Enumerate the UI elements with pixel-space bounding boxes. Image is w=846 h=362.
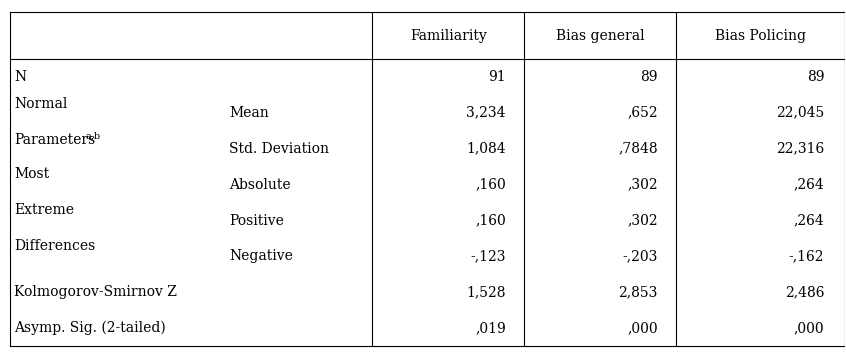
Text: ,302: ,302: [627, 178, 657, 191]
Text: 89: 89: [807, 70, 824, 84]
Text: 2,486: 2,486: [785, 285, 824, 299]
Text: ,652: ,652: [627, 106, 657, 120]
Text: Normal: Normal: [14, 97, 68, 111]
Text: Absolute: Absolute: [229, 178, 291, 191]
Text: 2,853: 2,853: [618, 285, 657, 299]
Text: -,123: -,123: [470, 249, 506, 264]
Text: Bias general: Bias general: [556, 29, 645, 42]
Text: -,162: -,162: [788, 249, 824, 264]
Text: Most: Most: [14, 167, 49, 181]
Text: 1,528: 1,528: [466, 285, 506, 299]
Text: Extreme: Extreme: [14, 203, 74, 217]
Text: Negative: Negative: [229, 249, 293, 264]
Text: a,b: a,b: [85, 132, 101, 140]
Text: Bias Policing: Bias Policing: [715, 29, 805, 42]
Text: ,000: ,000: [794, 321, 824, 335]
Text: Std. Deviation: Std. Deviation: [229, 142, 329, 156]
Text: 89: 89: [640, 70, 657, 84]
Text: 91: 91: [488, 70, 506, 84]
Text: 22,316: 22,316: [776, 142, 824, 156]
Text: Kolmogorov-Smirnov Z: Kolmogorov-Smirnov Z: [14, 285, 177, 299]
Text: 22,045: 22,045: [776, 106, 824, 120]
Text: ,264: ,264: [794, 178, 824, 191]
Text: Familiarity: Familiarity: [410, 29, 486, 42]
Text: Positive: Positive: [229, 214, 284, 227]
Text: Asymp. Sig. (2-tailed): Asymp. Sig. (2-tailed): [14, 321, 166, 336]
Text: ,264: ,264: [794, 214, 824, 227]
Text: ,160: ,160: [475, 178, 506, 191]
Text: ,7848: ,7848: [618, 142, 657, 156]
Text: Parameters: Parameters: [14, 133, 96, 147]
Text: 1,084: 1,084: [466, 142, 506, 156]
Text: N: N: [14, 70, 26, 84]
Text: 3,234: 3,234: [466, 106, 506, 120]
Text: Differences: Differences: [14, 239, 96, 253]
Text: ,019: ,019: [475, 321, 506, 335]
Text: ,160: ,160: [475, 214, 506, 227]
Text: ,302: ,302: [627, 214, 657, 227]
Text: Mean: Mean: [229, 106, 269, 120]
Text: -,203: -,203: [623, 249, 657, 264]
Text: ,000: ,000: [627, 321, 657, 335]
